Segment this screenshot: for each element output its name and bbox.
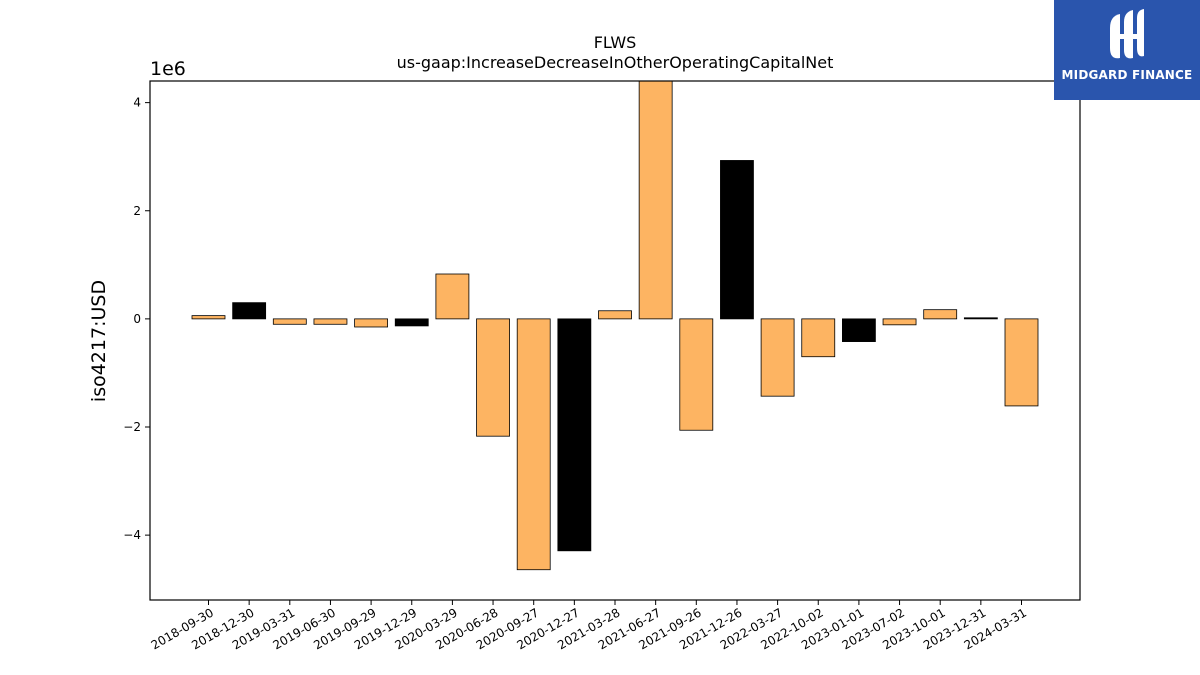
bar-2018-09-30 xyxy=(191,315,226,320)
logo-text: MIDGARD FINANCE xyxy=(1061,68,1193,82)
y-tick-label: 2 xyxy=(133,204,141,218)
bar-2019-06-30 xyxy=(313,318,348,325)
x-axis-ticks: 2018-09-302018-12-302019-03-312019-06-30… xyxy=(149,600,1029,652)
chart-title: FLWS xyxy=(594,33,637,52)
bar-2023-07-02 xyxy=(882,318,917,326)
bar-2019-12-29 xyxy=(394,318,429,327)
chart-subtitle: us-gaap:IncreaseDecreaseInOtherOperating… xyxy=(397,53,834,72)
y-tick-label: 0 xyxy=(133,312,141,326)
plot-frame xyxy=(149,80,1081,601)
bar-2019-09-29 xyxy=(354,318,389,328)
y-tick-label: −4 xyxy=(123,528,141,542)
y-axis-ticks: −4 −2 0 2 4 xyxy=(123,96,150,542)
bar-2019-03-31 xyxy=(272,318,307,325)
bar-2023-12-31 xyxy=(963,317,998,320)
y-scale-label: 1e6 xyxy=(150,58,186,80)
bar-2020-03-29 xyxy=(435,273,470,320)
bar-2020-06-28 xyxy=(476,318,510,437)
bar-2020-12-27 xyxy=(557,318,592,552)
bar-2021-12-26 xyxy=(720,160,754,320)
bar-2021-09-26 xyxy=(679,318,714,431)
y-axis-label: iso4217:USD xyxy=(88,280,110,402)
y-tick-label: −2 xyxy=(123,420,141,434)
bar-2018-12-30 xyxy=(232,302,267,320)
bar-2021-06-27 xyxy=(638,80,673,320)
bar-2022-10-02 xyxy=(801,318,836,358)
bar-2023-10-01 xyxy=(923,309,958,320)
midgard-finance-logo: MIDGARD FINANCE xyxy=(1054,0,1200,100)
bar-2021-03-28 xyxy=(598,310,632,320)
bars-group xyxy=(191,80,1039,571)
bar-2024-03-31 xyxy=(1004,318,1039,407)
bar-2023-01-01 xyxy=(842,318,876,342)
bar-2020-09-27 xyxy=(516,318,551,571)
y-tick-label: 4 xyxy=(133,96,141,110)
bar-2022-03-27 xyxy=(760,318,795,397)
logo-mark-icon xyxy=(1110,9,1144,59)
